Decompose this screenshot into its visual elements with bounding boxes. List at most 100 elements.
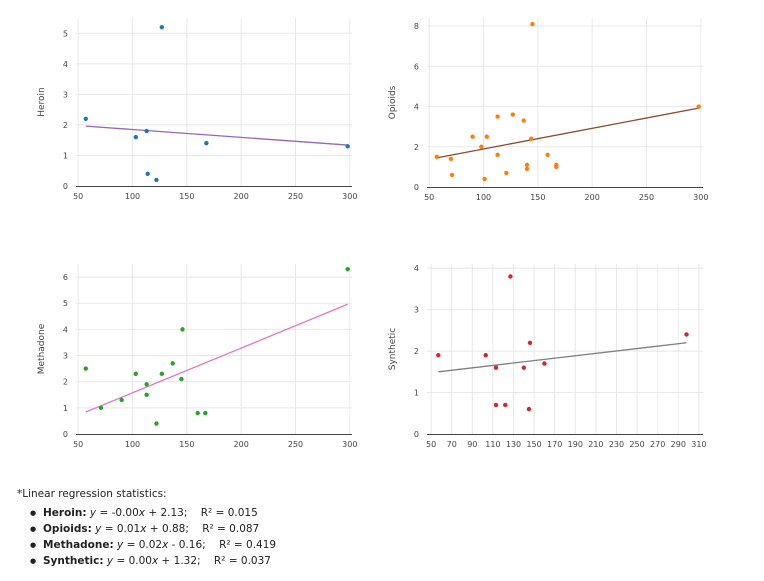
x-tick-label: 250 <box>288 192 303 201</box>
y-tick-label: 4 <box>414 264 419 273</box>
notes-list: Heroin: y = -0.00x + 2.13; R² = 0.015 Op… <box>17 505 276 569</box>
data-point <box>479 144 484 149</box>
data-point <box>180 327 185 332</box>
y-tick-label: 6 <box>63 273 68 282</box>
data-point <box>195 410 200 416</box>
data-point <box>144 382 149 387</box>
data-point <box>493 365 499 370</box>
x-tick-label: 200 <box>234 192 249 201</box>
chart-opioids: 50 100 150 200 250 300 0 2 4 6 8 Opioids <box>388 18 708 202</box>
chart-heroin: 50 100 150 200 250 300 0 1 2 3 4 5 Heroin <box>37 18 357 201</box>
note-equation: y = 0.02x - 0.16; <box>117 539 206 551</box>
y-axis-label: Opioids <box>388 85 398 119</box>
data-point <box>542 361 547 366</box>
data-point <box>345 144 350 149</box>
y-tick-label: 2 <box>414 143 419 152</box>
x-tick-label: 270 <box>650 440 665 449</box>
chart-methadone: 50 100 150 200 250 300 0 1 2 3 4 5 6 Methadone <box>37 264 357 449</box>
x-tick-label: 100 <box>476 193 491 202</box>
data-point <box>526 406 532 412</box>
x-tick-label: 90 <box>467 440 477 449</box>
y-tick-label: 1 <box>63 151 68 160</box>
data-point <box>133 134 138 140</box>
x-tick-label: 230 <box>609 440 624 449</box>
data-point <box>170 361 175 366</box>
y-tick-label: 2 <box>414 347 419 356</box>
x-tick-label: 250 <box>639 193 654 202</box>
note-name: Methadone: <box>43 539 114 551</box>
note-name: Synthetic: <box>43 555 104 567</box>
y-axis-label: Methadone <box>37 323 47 374</box>
data-point <box>145 171 150 176</box>
x-tick-label: 150 <box>530 193 545 202</box>
y-tick-label: 4 <box>63 60 68 69</box>
x-tick-label: 210 <box>588 440 603 449</box>
x-tick-label: 110 <box>485 440 500 449</box>
regression-line <box>438 342 687 373</box>
x-tick-label: 300 <box>342 440 357 449</box>
note-equation: y = 0.00x + 1.32; <box>106 555 201 567</box>
data-point <box>179 376 184 382</box>
y-tick-label: 2 <box>63 121 68 130</box>
x-tick-label: 50 <box>73 192 83 201</box>
data-point <box>510 112 516 117</box>
x-tick-label: 50 <box>426 440 436 449</box>
data-point <box>521 365 527 370</box>
y-axis-label: Heroin <box>37 87 47 117</box>
y-tick-label: 1 <box>414 389 419 398</box>
data-point <box>449 172 455 178</box>
regression-line <box>85 303 348 413</box>
y-tick-label: 5 <box>63 299 68 308</box>
y-axis-label: Synthetic <box>388 328 398 371</box>
data-point <box>524 162 530 168</box>
y-tick-label: 4 <box>63 325 68 334</box>
note-r2: R² = 0.419 <box>219 539 277 551</box>
regression-line <box>436 107 699 159</box>
x-tick-label: 50 <box>424 193 434 202</box>
data-point <box>436 353 441 358</box>
data-point <box>545 152 550 158</box>
data-point <box>495 114 500 119</box>
x-tick-label: 130 <box>506 440 521 449</box>
x-tick-label: 100 <box>125 192 140 201</box>
data-point <box>508 274 513 279</box>
data-point <box>524 166 530 172</box>
data-point <box>529 136 534 141</box>
chart-synthetic: 50 70 90 110 130 150 170 190 210 230 250 270 290 310 0… <box>388 264 707 449</box>
data-point <box>203 410 208 416</box>
data-point <box>345 267 350 272</box>
x-tick-label: 300 <box>693 193 708 202</box>
data-point <box>470 134 475 139</box>
data-point <box>154 421 159 426</box>
note-r2: R² = 0.087 <box>202 523 260 535</box>
x-tick-label: 190 <box>568 440 583 449</box>
data-point <box>530 21 535 27</box>
y-tick-label: 5 <box>63 29 68 38</box>
regression-notes: *Linear regression statistics: Heroin: y… <box>17 488 276 569</box>
x-tick-label: 200 <box>234 440 249 449</box>
data-point <box>495 152 500 158</box>
note-opioids: Opioids: y = 0.01x + 0.88; R² = 0.087 <box>30 521 276 537</box>
data-point <box>144 392 149 397</box>
x-tick-label: 50 <box>73 440 83 449</box>
data-point <box>484 134 489 139</box>
y-tick-label: 0 <box>63 182 68 191</box>
data-point <box>119 397 124 403</box>
y-tick-label: 3 <box>63 352 68 361</box>
y-tick-label: 2 <box>63 378 68 387</box>
note-name: Opioids: <box>43 523 92 535</box>
data-point <box>98 405 104 411</box>
data-point <box>434 154 439 160</box>
x-tick-label: 100 <box>125 440 140 449</box>
y-tick-label: 0 <box>414 430 419 439</box>
y-tick-label: 3 <box>63 90 68 99</box>
x-tick-label: 70 <box>447 440 457 449</box>
data-point <box>154 177 159 183</box>
regression-line <box>85 125 348 146</box>
x-tick-label: 200 <box>585 193 600 202</box>
data-point <box>159 371 165 377</box>
data-point <box>159 24 165 30</box>
note-methadone: Methadone: y = 0.02x - 0.16; R² = 0.419 <box>30 537 277 553</box>
y-tick-label: 0 <box>63 430 68 439</box>
